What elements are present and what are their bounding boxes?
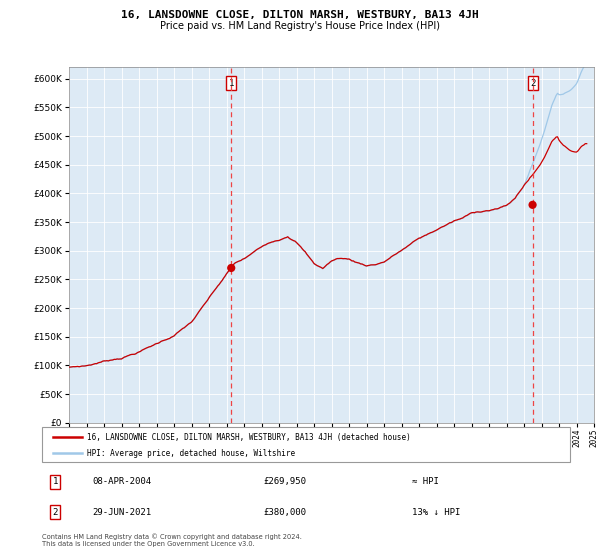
Text: 2: 2 bbox=[530, 79, 535, 88]
Text: 13% ↓ HPI: 13% ↓ HPI bbox=[412, 508, 460, 517]
Text: 1: 1 bbox=[229, 79, 234, 88]
Point bbox=[528, 200, 538, 209]
Text: Price paid vs. HM Land Registry's House Price Index (HPI): Price paid vs. HM Land Registry's House … bbox=[160, 21, 440, 31]
Text: Contains HM Land Registry data © Crown copyright and database right 2024.
This d: Contains HM Land Registry data © Crown c… bbox=[42, 533, 302, 547]
Text: 08-APR-2004: 08-APR-2004 bbox=[92, 477, 151, 486]
Text: £269,950: £269,950 bbox=[264, 477, 307, 486]
Text: 16, LANSDOWNE CLOSE, DILTON MARSH, WESTBURY, BA13 4JH (detached house): 16, LANSDOWNE CLOSE, DILTON MARSH, WESTB… bbox=[87, 432, 410, 441]
Text: 29-JUN-2021: 29-JUN-2021 bbox=[92, 508, 151, 517]
Text: 16, LANSDOWNE CLOSE, DILTON MARSH, WESTBURY, BA13 4JH: 16, LANSDOWNE CLOSE, DILTON MARSH, WESTB… bbox=[121, 10, 479, 20]
Text: £380,000: £380,000 bbox=[264, 508, 307, 517]
Text: 2: 2 bbox=[53, 508, 58, 517]
Point bbox=[226, 264, 236, 273]
Text: HPI: Average price, detached house, Wiltshire: HPI: Average price, detached house, Wilt… bbox=[87, 449, 295, 458]
Text: 1: 1 bbox=[53, 477, 58, 486]
Text: ≈ HPI: ≈ HPI bbox=[412, 477, 439, 486]
